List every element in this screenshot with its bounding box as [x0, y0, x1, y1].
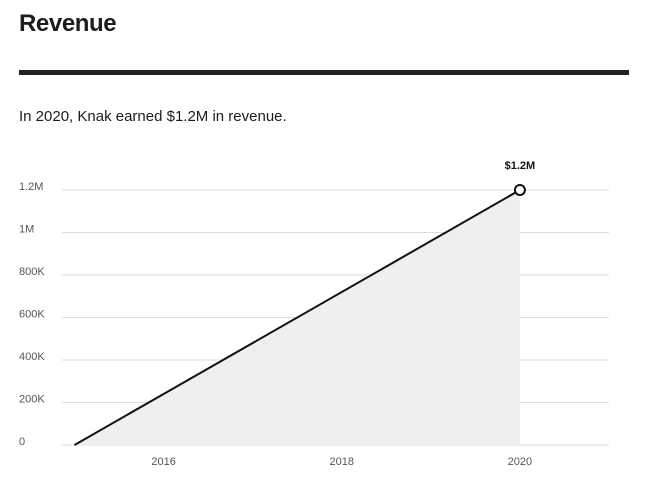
x-axis-labels: 2016 2018 2020: [151, 456, 532, 468]
y-axis-labels: 0 200K 400K 600K 800K 1M 1.2M: [19, 181, 45, 448]
page-title: Revenue: [19, 10, 117, 37]
marker-layer: $1.2M: [505, 160, 536, 196]
x-tick-label: 2020: [508, 456, 532, 468]
y-tick-label: 200K: [19, 394, 45, 406]
y-tick-label: 800K: [19, 266, 45, 278]
x-tick-label: 2016: [151, 456, 175, 468]
header-divider: [19, 70, 629, 75]
y-tick-label: 400K: [19, 351, 45, 363]
y-tick-label: 1M: [19, 224, 34, 236]
revenue-line: [74, 189, 521, 446]
y-tick-label: 0: [19, 436, 25, 448]
y-tick-label: 600K: [19, 309, 45, 321]
line-layer: [74, 189, 521, 446]
data-label: $1.2M: [505, 160, 536, 172]
data-point-marker[interactable]: [513, 184, 526, 196]
x-tick-label: 2018: [330, 456, 354, 468]
revenue-summary: In 2020, Knak earned $1.2M in revenue.: [19, 108, 287, 125]
y-tick-label: 1.2M: [19, 181, 43, 193]
